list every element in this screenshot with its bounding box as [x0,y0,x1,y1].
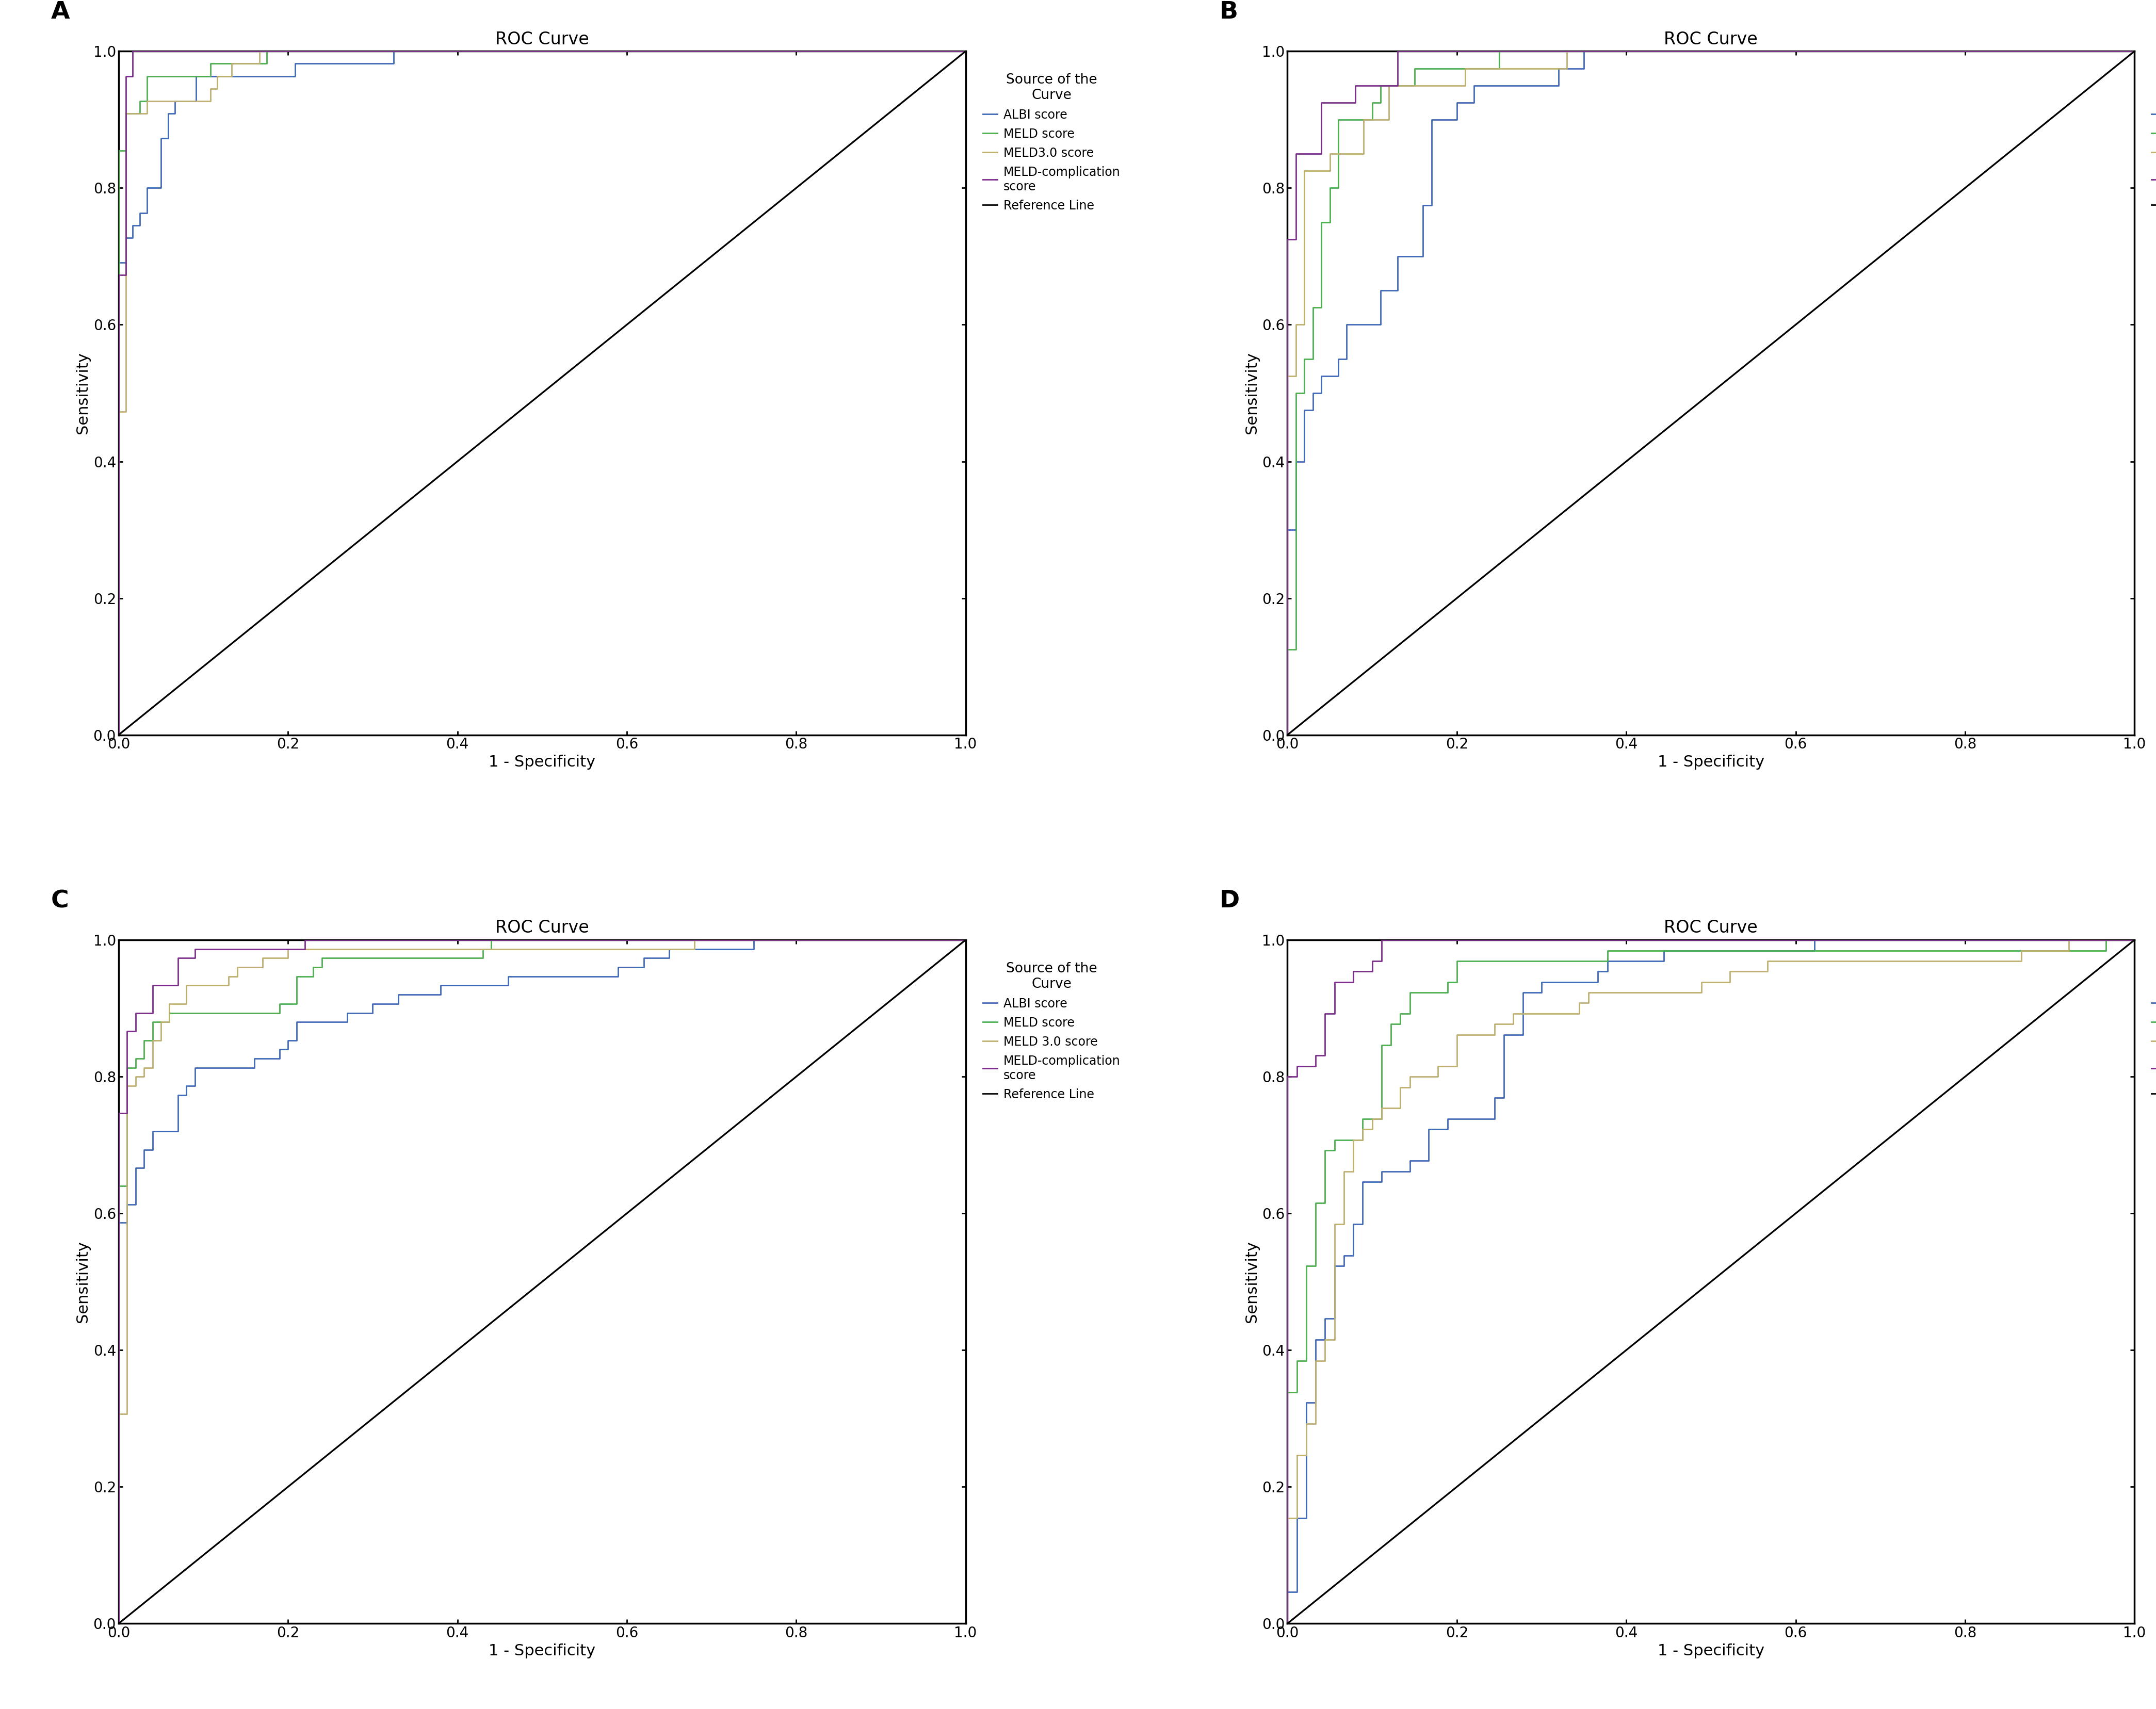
Y-axis label: Sensitivity: Sensitivity [75,1241,91,1323]
Title: ROC Curve: ROC Curve [1664,31,1757,48]
Text: A: A [52,0,69,24]
Text: C: C [52,889,69,913]
Y-axis label: Sensitivity: Sensitivity [1244,352,1259,434]
Y-axis label: Sensitivity: Sensitivity [1244,1241,1259,1323]
Text: D: D [1220,889,1240,913]
Legend: ALBI score, MELD score, MELD3.0 score, MELD-complication
score, Reference Line: ALBI score, MELD score, MELD3.0 score, M… [981,72,1123,215]
Legend: ALBI score, MELD score, MELD3.0 score, MELD-complication
score, Reference Line: ALBI score, MELD score, MELD3.0 score, M… [2150,72,2156,215]
Text: B: B [1220,0,1238,24]
Title: ROC Curve: ROC Curve [496,31,589,48]
X-axis label: 1 - Specificity: 1 - Specificity [1658,755,1764,769]
X-axis label: 1 - Specificity: 1 - Specificity [489,755,595,769]
X-axis label: 1 - Specificity: 1 - Specificity [489,1644,595,1658]
Legend: ALBI score, MELD score, MELD 3.0 score, MELD-complication
score, Reference Line: ALBI score, MELD score, MELD 3.0 score, … [981,960,1123,1104]
X-axis label: 1 - Specificity: 1 - Specificity [1658,1644,1764,1658]
Title: ROC Curve: ROC Curve [1664,919,1757,937]
Legend: ALBI score, MELD score, MELD 3.0 score, MELD-complication
score, Reference Line: ALBI score, MELD score, MELD 3.0 score, … [2150,960,2156,1104]
Title: ROC Curve: ROC Curve [496,919,589,937]
Y-axis label: Sensitivity: Sensitivity [75,352,91,434]
